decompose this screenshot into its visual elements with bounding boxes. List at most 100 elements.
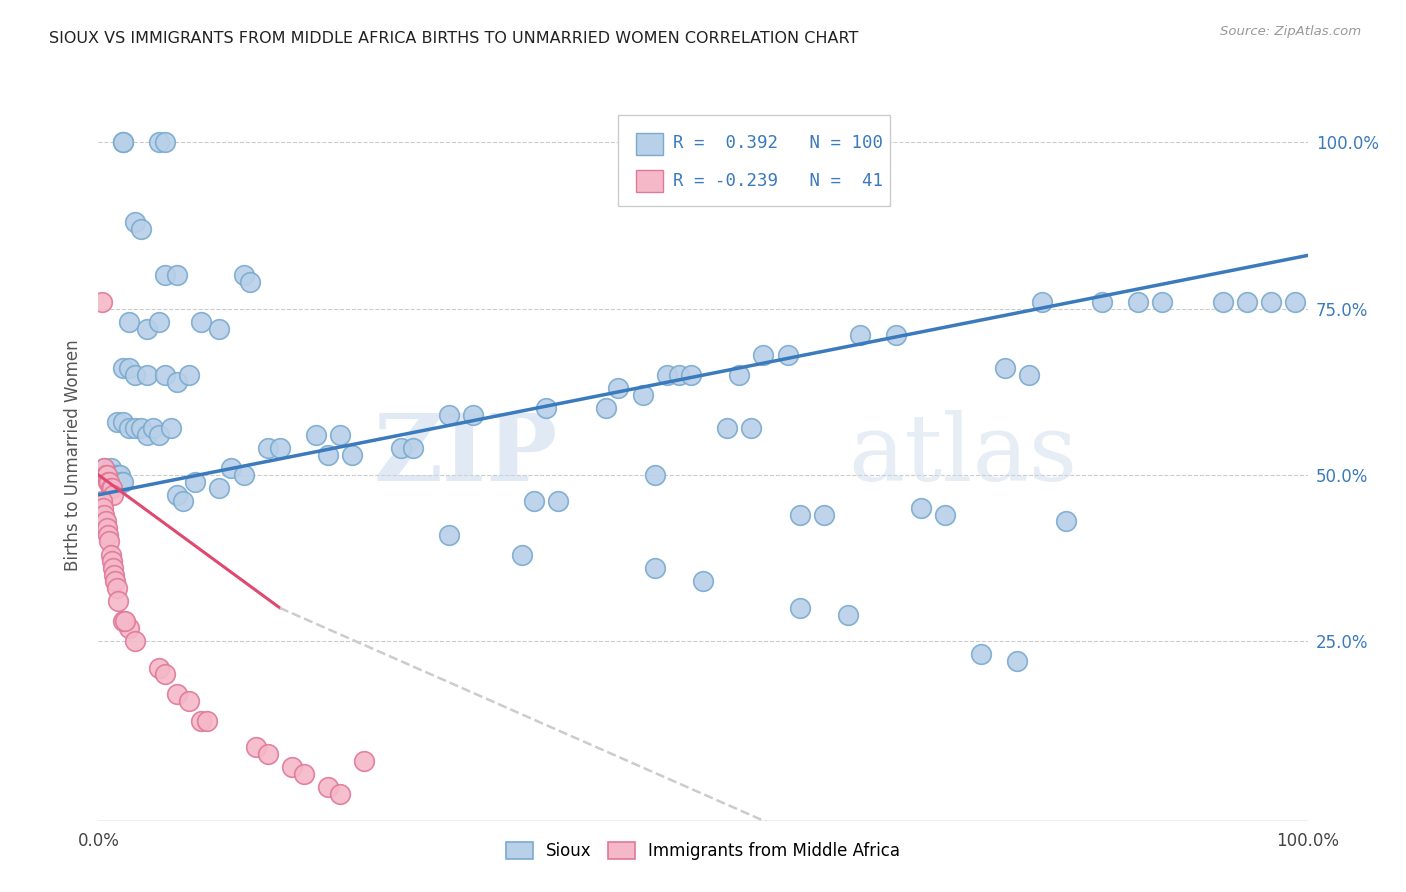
Point [256, 442, 278, 456]
Point [148, 661, 170, 675]
Point [129, 222, 152, 236]
Point [849, 328, 872, 343]
Point [98, 475, 121, 489]
Point [124, 215, 146, 229]
Point [111, 475, 134, 489]
Point [342, 448, 364, 462]
Point [402, 442, 425, 456]
Point [153, 136, 176, 150]
Point [160, 421, 183, 435]
Point [190, 714, 212, 728]
Point [111, 136, 134, 150]
Point [118, 421, 141, 435]
Point [305, 428, 328, 442]
Point [148, 428, 170, 442]
Point [221, 461, 243, 475]
Point [94, 515, 117, 529]
Point [655, 368, 678, 383]
Point [105, 581, 128, 595]
Point [329, 428, 352, 442]
Point [547, 494, 569, 508]
Point [752, 348, 775, 362]
Point [124, 368, 146, 383]
Point [93, 461, 115, 475]
Point [135, 368, 157, 383]
FancyBboxPatch shape [619, 115, 890, 206]
Point [105, 467, 128, 482]
Point [124, 634, 146, 648]
Point [107, 594, 129, 608]
Point [93, 461, 115, 475]
Point [692, 574, 714, 589]
Point [837, 607, 859, 622]
Point [208, 321, 231, 335]
Text: ZIP: ZIP [374, 410, 558, 500]
Text: R = -0.239   N =  41: R = -0.239 N = 41 [672, 171, 883, 190]
Point [728, 368, 751, 383]
Point [886, 328, 908, 343]
Point [510, 548, 533, 562]
Point [135, 321, 157, 335]
Point [1212, 295, 1234, 310]
Point [631, 388, 654, 402]
Point [595, 401, 617, 416]
Point [100, 554, 122, 568]
Text: R =  0.392   N = 100: R = 0.392 N = 100 [672, 134, 883, 152]
Point [93, 508, 115, 522]
Point [101, 488, 124, 502]
Point [353, 754, 375, 768]
Point [98, 534, 121, 549]
Point [1007, 654, 1029, 668]
Point [105, 415, 128, 429]
Text: Source: ZipAtlas.com: Source: ZipAtlas.com [1220, 25, 1361, 38]
Point [97, 475, 120, 489]
Point [776, 348, 799, 362]
Point [208, 481, 231, 495]
Y-axis label: Births to Unmarried Women: Births to Unmarried Women [63, 339, 82, 571]
Point [118, 315, 141, 329]
Point [153, 667, 176, 681]
Point [179, 368, 201, 383]
Point [534, 401, 557, 416]
Bar [637, 133, 664, 155]
Point [111, 361, 134, 376]
Point [789, 600, 811, 615]
Point [716, 421, 738, 435]
Point [100, 481, 122, 495]
Point [129, 421, 152, 435]
Point [96, 467, 118, 482]
Point [153, 268, 176, 283]
Point [740, 421, 762, 435]
Point [100, 548, 122, 562]
Point [108, 467, 131, 482]
Point [111, 136, 134, 150]
Point [179, 694, 201, 708]
Point [1236, 295, 1258, 310]
Point [668, 368, 690, 383]
Point [110, 475, 132, 489]
Point [91, 295, 114, 310]
Point [166, 268, 188, 283]
Point [910, 501, 932, 516]
Point [269, 442, 291, 456]
Point [91, 501, 114, 516]
Point [166, 687, 188, 701]
Point [153, 368, 176, 383]
Point [256, 747, 278, 761]
Point [103, 467, 125, 482]
Point [934, 508, 956, 522]
Point [111, 614, 134, 628]
Point [644, 467, 666, 482]
Point [316, 780, 339, 795]
Point [184, 475, 207, 489]
Point [118, 621, 141, 635]
Point [100, 461, 122, 475]
Point [232, 467, 254, 482]
Point [148, 136, 170, 150]
Point [148, 315, 170, 329]
Point [103, 567, 125, 582]
Point [104, 574, 127, 589]
Point [316, 448, 339, 462]
Point [994, 361, 1017, 376]
Point [135, 428, 157, 442]
